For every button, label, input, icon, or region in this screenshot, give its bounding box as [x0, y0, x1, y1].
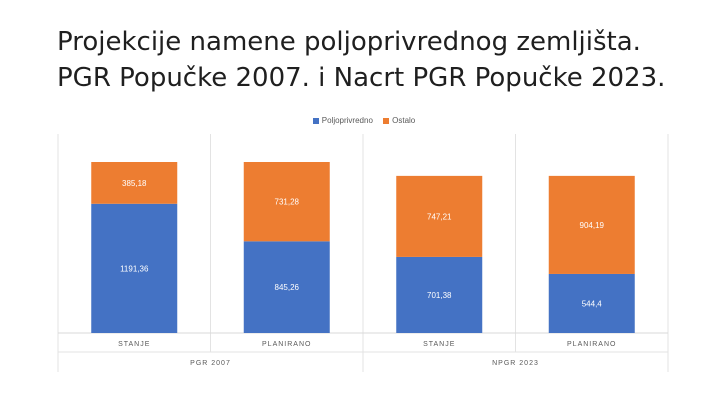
- slide-title: Projekcije namene poljoprivrednog zemlji…: [57, 27, 666, 93]
- chart-bars: [91, 162, 635, 333]
- bar-segment-ostalo: [396, 175, 483, 257]
- bar-segment-ostalo: [243, 162, 330, 242]
- data-label: 544,4: [582, 299, 603, 308]
- data-label: 385,18: [122, 179, 147, 188]
- data-label: 747,21: [427, 212, 452, 221]
- data-label: 1191,36: [120, 264, 149, 273]
- legend-label-ostalo: Ostalo: [392, 116, 416, 125]
- data-label: 845,26: [275, 283, 300, 292]
- bar-segment-poljoprivredno: [548, 273, 635, 333]
- chart-legend: Poljoprivredno Ostalo: [0, 116, 728, 126]
- legend-item-poljoprivredno: Poljoprivredno: [312, 116, 373, 125]
- legend-swatch-poljoprivredno: [312, 117, 319, 124]
- data-label: 701,38: [427, 291, 452, 300]
- category-label: PLANIRANO: [262, 341, 311, 348]
- legend-label-poljoprivredno: Poljoprivredno: [321, 116, 373, 125]
- bar-segment-poljoprivredno: [243, 241, 330, 333]
- bar-segment-poljoprivredno: [91, 203, 178, 333]
- bar-segment-ostalo: [548, 175, 635, 274]
- category-label: PLANIRANO: [567, 341, 616, 348]
- legend-swatch-ostalo: [383, 117, 390, 124]
- data-label: 904,19: [580, 221, 605, 230]
- data-label: 731,28: [275, 198, 300, 207]
- chart-labels: 1191,36 385,18 STANJE 845,26 731,28 PLANIRANO…: [118, 179, 616, 367]
- bar-segment-poljoprivredno: [396, 256, 483, 333]
- bar-segment-ostalo: [91, 162, 178, 204]
- legend-item-ostalo: Ostalo: [383, 116, 415, 125]
- category-label: STANJE: [423, 341, 455, 348]
- group-label: PGR 2007: [190, 360, 231, 367]
- group-label: NPGR 2023: [492, 360, 539, 367]
- category-label: STANJE: [118, 341, 150, 348]
